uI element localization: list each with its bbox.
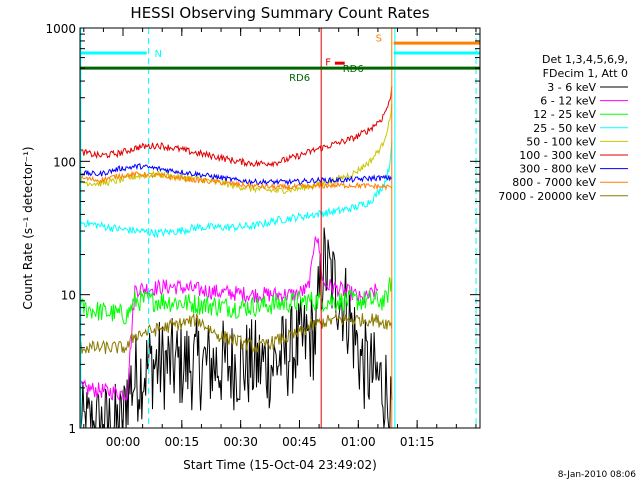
x-axis-label: Start Time (15-Oct-04 23:49:02) [183,458,377,472]
legend-label-7: 800 - 7000 keV [512,176,596,189]
series-line-1 [79,236,379,402]
chart-title: HESSI Observing Summary Count Rates [130,4,429,22]
legend: Det 1,3,4,5,6,9, FDecim 1, Att 0 3 - 6 k… [498,53,628,203]
series-line-7 [79,170,393,191]
legend-label-4: 50 - 100 keV [526,135,596,148]
series-layer [79,86,393,429]
legend-label-2: 12 - 25 keV [533,108,596,121]
x-axis: 00:00 00:15 00:30 00:45 01:00 01:15 [83,28,477,449]
annotation-1: S [376,33,382,44]
legend-label-0: 3 - 6 keV [547,81,596,94]
y-tick-label: 1000 [45,22,76,36]
x-tick-label: 00:45 [282,435,317,449]
legend-label-8: 7000 - 20000 keV [498,190,596,203]
series-line-8 [79,311,393,354]
series-line-0 [79,227,393,429]
legend-label-3: 25 - 50 keV [533,122,596,135]
legend-label-1: 6 - 12 keV [540,95,596,108]
y-tick-label: 1 [68,422,76,436]
series-line-6 [79,163,393,187]
legend-header-line-2: FDecim 1, Att 0 [543,67,628,80]
series-line-2 [79,277,393,325]
x-tick-label: 00:30 [223,435,258,449]
marker-layer: N S F RD6 RD6 [80,28,480,428]
legend-label-6: 300 - 800 keV [519,163,596,176]
legend-label-5: 100 - 300 keV [519,149,596,162]
x-tick-label: 01:15 [400,435,435,449]
annotation-3: RD6 [343,64,364,75]
x-tick-label: 01:00 [341,435,376,449]
x-tick-label: 00:15 [165,435,200,449]
series-line-3 [79,141,393,239]
annotation-4: RD6 [289,73,310,84]
y-axis: 1 10 100 1000 [45,22,480,436]
y-tick-label: 100 [53,155,76,169]
y-axis-label: Count Rate (s⁻¹ detector⁻¹) [21,146,35,309]
series-line-5 [79,86,393,168]
footer-date: 8-Jan-2010 08:06 [558,470,637,480]
plot-frame [79,27,481,429]
annotation-2: F [325,58,331,69]
legend-header-line-1: Det 1,3,4,5,6,9, [542,53,628,66]
x-tick-label: 00:00 [106,435,141,449]
y-tick-label: 10 [61,289,76,303]
annotation-0: N [155,49,162,60]
series-line-4 [79,103,393,195]
